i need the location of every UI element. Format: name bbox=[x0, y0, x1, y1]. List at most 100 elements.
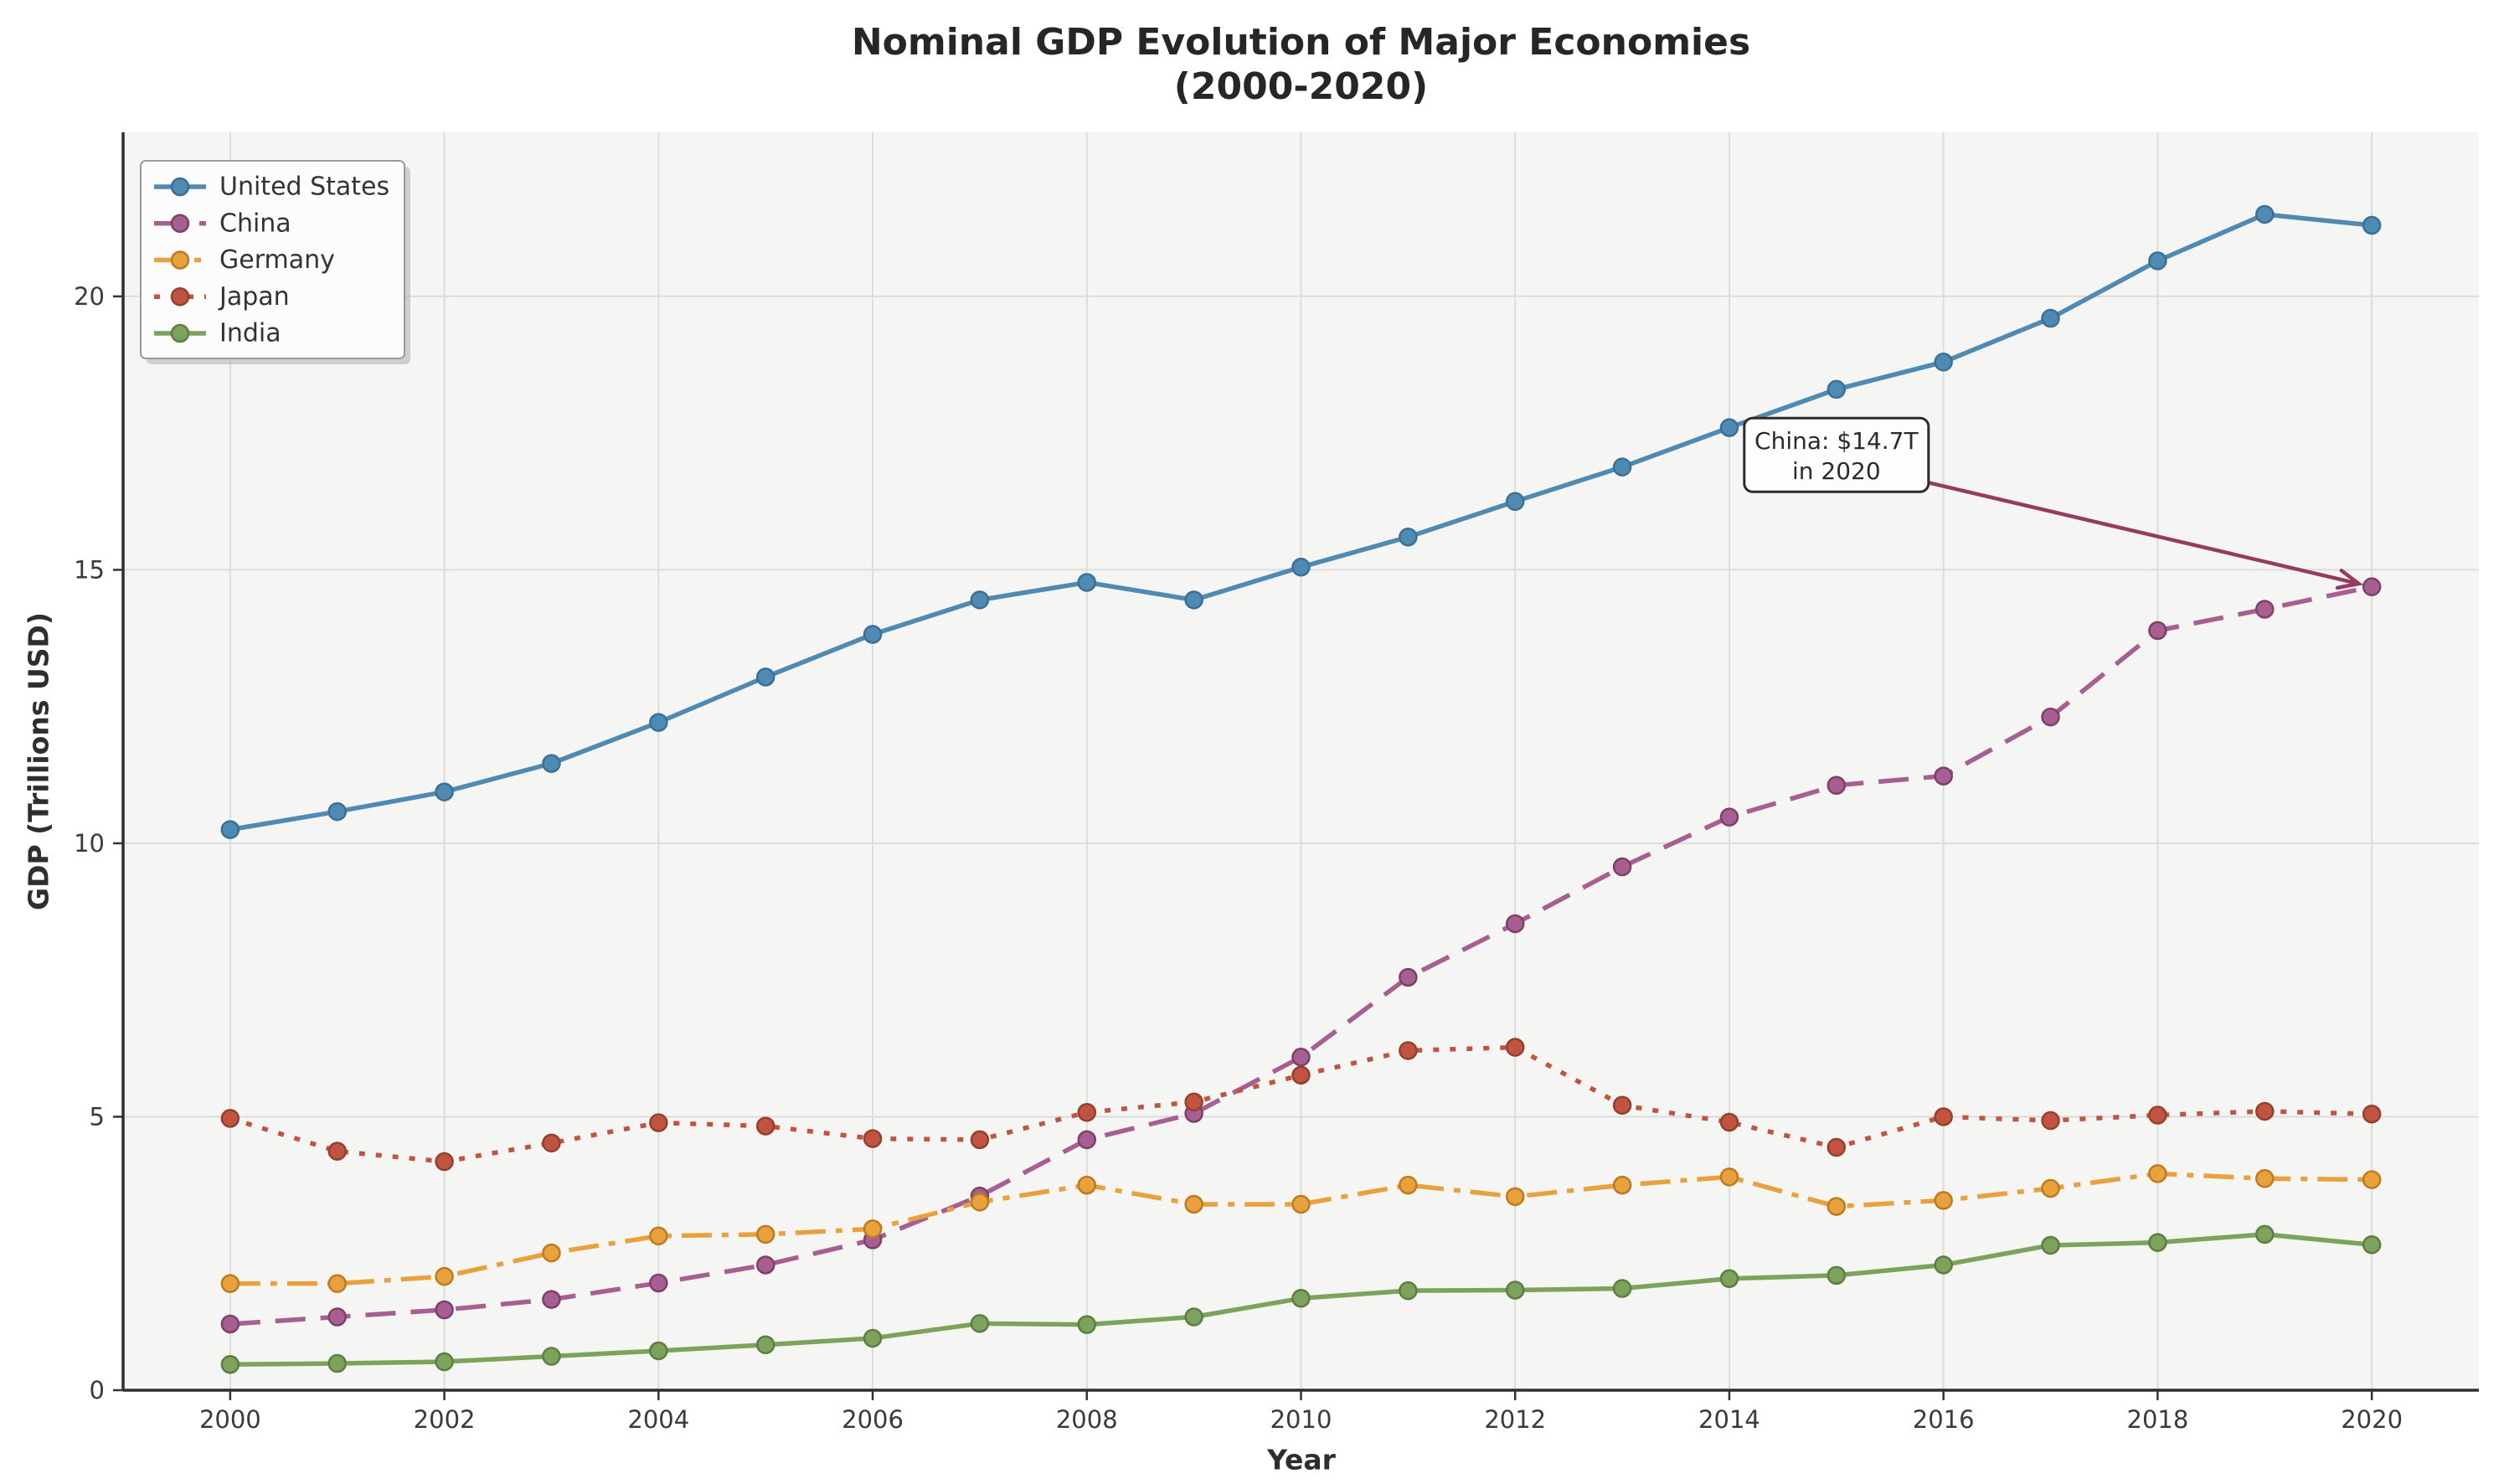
marker-united-states-2011 bbox=[1399, 528, 1418, 547]
marker-india-2017 bbox=[2041, 1235, 2060, 1255]
marker-china-2001 bbox=[327, 1307, 347, 1327]
marker-united-states-2008 bbox=[1077, 573, 1097, 592]
x-tick-label-2012: 2012 bbox=[1484, 1405, 1546, 1434]
marker-india-2002 bbox=[435, 1352, 454, 1372]
marker-japan-2018 bbox=[2148, 1105, 2167, 1125]
x-tick-label-2004: 2004 bbox=[627, 1405, 689, 1434]
marker-japan-2009 bbox=[1184, 1092, 1203, 1112]
x-axis-label: Year bbox=[1267, 1443, 1336, 1476]
marker-india-2003 bbox=[542, 1347, 561, 1366]
marker-india-2001 bbox=[327, 1353, 347, 1373]
marker-china-2011 bbox=[1399, 967, 1418, 987]
marker-japan-2001 bbox=[327, 1141, 347, 1161]
x-tick-label-2000: 2000 bbox=[199, 1405, 261, 1434]
marker-india-2014 bbox=[1719, 1269, 1739, 1289]
marker-japan-2015 bbox=[1826, 1137, 1847, 1157]
marker-germany-2007 bbox=[970, 1193, 990, 1212]
marker-china-2019 bbox=[2255, 600, 2275, 619]
marker-germany-2001 bbox=[327, 1274, 347, 1293]
marker-united-states-2010 bbox=[1291, 557, 1311, 577]
x-tick-label-2014: 2014 bbox=[1698, 1405, 1760, 1434]
marker-united-states-2016 bbox=[1934, 353, 1953, 372]
chart-title-line1: Nominal GDP Evolution of Major Economies bbox=[851, 21, 1751, 64]
marker-japan-2005 bbox=[755, 1116, 775, 1136]
marker-germany-2012 bbox=[1505, 1187, 1525, 1207]
marker-germany-2018 bbox=[2148, 1164, 2167, 1183]
marker-united-states-2005 bbox=[755, 667, 775, 687]
marker-united-states-2000 bbox=[220, 820, 240, 839]
legend-item-japan: Japan bbox=[154, 282, 290, 312]
marker-united-states-2009 bbox=[1184, 590, 1203, 610]
marker-india-2013 bbox=[1612, 1279, 1632, 1298]
marker-india-2019 bbox=[2255, 1224, 2275, 1244]
marker-united-states-2020 bbox=[2362, 215, 2382, 235]
marker-germany-2011 bbox=[1399, 1175, 1418, 1195]
marker-china-2013 bbox=[1612, 857, 1632, 877]
marker-germany-2006 bbox=[863, 1219, 883, 1239]
marker-japan-2010 bbox=[1291, 1065, 1311, 1085]
marker-germany-2008 bbox=[1077, 1175, 1097, 1195]
marker-japan-2004 bbox=[649, 1113, 668, 1132]
marker-japan-2002 bbox=[435, 1152, 454, 1172]
marker-germany-2017 bbox=[2041, 1178, 2060, 1198]
marker-china-2005 bbox=[755, 1255, 775, 1275]
marker-germany-2004 bbox=[649, 1226, 668, 1246]
marker-united-states-2014 bbox=[1719, 418, 1739, 437]
legend-marker-icon-china bbox=[170, 214, 190, 233]
legend-label-japan: Japan bbox=[218, 282, 290, 312]
marker-japan-2003 bbox=[542, 1133, 561, 1153]
legend-label-india: India bbox=[219, 319, 281, 348]
marker-india-2009 bbox=[1184, 1307, 1203, 1327]
marker-india-2011 bbox=[1399, 1280, 1418, 1301]
legend-marker-icon-germany bbox=[170, 250, 190, 270]
marker-india-2004 bbox=[649, 1341, 668, 1361]
marker-japan-2020 bbox=[2362, 1104, 2382, 1124]
marker-germany-2014 bbox=[1719, 1167, 1739, 1187]
marker-united-states-2017 bbox=[2041, 308, 2060, 328]
marker-china-2015 bbox=[1826, 775, 1847, 795]
marker-india-2015 bbox=[1826, 1265, 1847, 1286]
annotation-arrow bbox=[1928, 481, 2360, 586]
legend: United States China Germany Japan India bbox=[140, 160, 410, 364]
marker-japan-2012 bbox=[1505, 1038, 1525, 1057]
legend-marker-icon-united-states bbox=[170, 177, 190, 197]
marker-japan-2014 bbox=[1719, 1112, 1739, 1132]
marker-germany-2013 bbox=[1612, 1175, 1632, 1195]
series-line-china bbox=[229, 584, 2373, 1327]
marker-united-states-2013 bbox=[1612, 457, 1632, 477]
marker-germany-2002 bbox=[435, 1266, 454, 1286]
marker-india-2012 bbox=[1505, 1280, 1525, 1300]
y-tick-label-5: 5 bbox=[90, 1102, 105, 1131]
marker-japan-2000 bbox=[220, 1109, 240, 1128]
marker-united-states-2012 bbox=[1505, 492, 1525, 512]
series-line-japan bbox=[229, 1044, 2373, 1164]
x-tick-label-2006: 2006 bbox=[842, 1405, 904, 1434]
series-line-germany bbox=[229, 1171, 2373, 1286]
marker-germany-2015 bbox=[1826, 1197, 1847, 1216]
marker-japan-2013 bbox=[1612, 1095, 1632, 1116]
marker-china-2012 bbox=[1505, 914, 1525, 934]
annotation-text-line1: China: $14.7T bbox=[1754, 427, 1919, 455]
marker-japan-2006 bbox=[863, 1129, 883, 1148]
annotation-arrowhead bbox=[2335, 569, 2363, 590]
marker-india-2006 bbox=[863, 1328, 883, 1348]
marker-india-2010 bbox=[1291, 1289, 1311, 1308]
marker-united-states-2002 bbox=[435, 782, 454, 801]
x-tick-label-2020: 2020 bbox=[2341, 1405, 2403, 1434]
legend-label-united-states: United States bbox=[219, 173, 389, 202]
marker-india-2007 bbox=[970, 1314, 990, 1333]
marker-japan-2016 bbox=[1934, 1107, 1953, 1126]
x-tick-label-2016: 2016 bbox=[1913, 1405, 1975, 1434]
marker-india-2020 bbox=[2362, 1235, 2382, 1255]
marker-united-states-2007 bbox=[970, 590, 990, 610]
annotation-box bbox=[1743, 416, 1930, 493]
marker-germany-2016 bbox=[1934, 1191, 1953, 1210]
marker-united-states-2019 bbox=[2255, 204, 2275, 224]
marker-japan-2019 bbox=[2255, 1101, 2275, 1121]
marker-india-2016 bbox=[1934, 1255, 1953, 1275]
chart-title-line2: (2000-2020) bbox=[1173, 65, 1429, 108]
chart-title: Nominal GDP Evolution of Major Economies… bbox=[123, 20, 2479, 109]
legend-box bbox=[140, 160, 405, 359]
marker-china-2016 bbox=[1934, 766, 1953, 786]
